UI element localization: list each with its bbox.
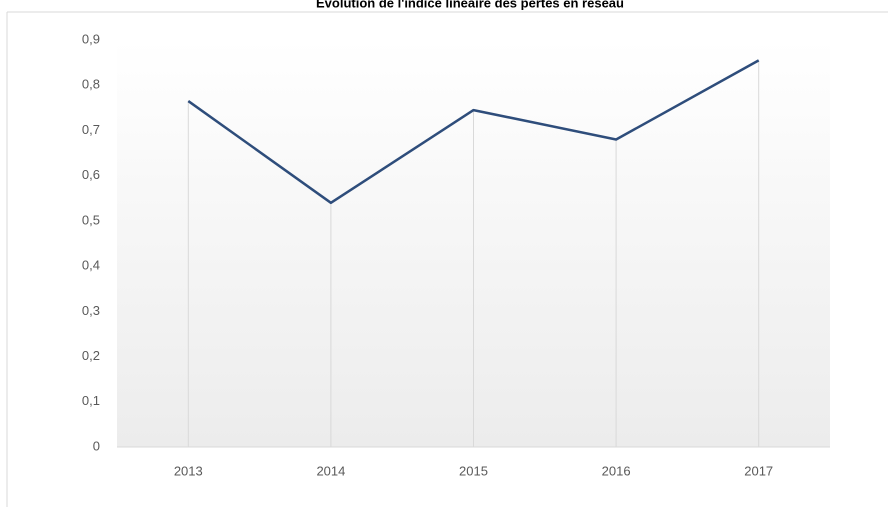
y-tick-label: 0,7 [82,122,100,137]
y-tick-label: 0,5 [82,212,100,227]
x-tick-label: 2017 [744,463,773,478]
series-line [187,59,760,205]
x-tick-label: 2015 [459,463,488,478]
y-tick-label: 0,3 [82,303,100,318]
y-tick-label: 0,2 [82,348,100,363]
x-tick-label: 2016 [602,463,631,478]
y-tick-label: 0,9 [82,31,100,46]
y-tick-label: 0,1 [82,393,100,408]
y-tick-label: 0,4 [82,258,100,273]
y-tick-label: 0 [93,438,100,453]
y-tick-label: 0,8 [82,77,100,92]
x-tick-label: 2013 [174,463,203,478]
y-tick-label: 0,6 [82,167,100,182]
chart-title: Évolution de l'indice linéaire des perte… [316,0,624,10]
x-tick-label: 2014 [316,463,345,478]
